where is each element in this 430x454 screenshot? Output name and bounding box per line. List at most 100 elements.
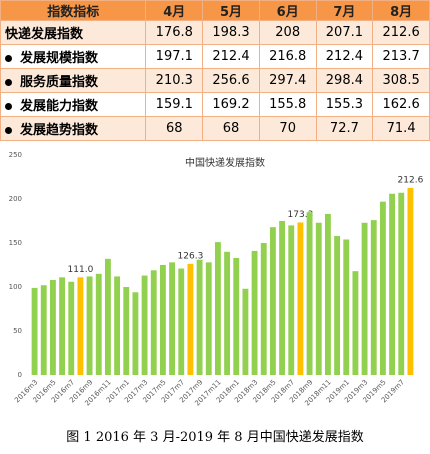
header-row: 指数指标 4月 5月 6月 7月 8月: [0, 0, 430, 21]
cell: 308.5: [372, 68, 430, 93]
bar: [389, 193, 396, 375]
table-row: 快递发展指数 176.8 198.3 208 207.1 212.6: [0, 20, 430, 45]
bar: [205, 262, 212, 375]
cell: 176.8: [145, 20, 204, 45]
bullet: [5, 55, 12, 62]
cell: 208: [258, 20, 317, 45]
header-cell: 5月: [202, 0, 260, 21]
y-tick-label: 0: [18, 371, 22, 379]
y-tick-label: 250: [9, 151, 22, 159]
bar: [224, 251, 231, 375]
bullet: [5, 79, 12, 86]
chart-title: 中国快递发展指数: [185, 156, 265, 169]
bar: [77, 277, 84, 375]
table-row: 发展趋势指数 68 68 70 72.7 71.4: [0, 116, 430, 141]
bar: [315, 222, 322, 375]
cell: 207.1: [315, 20, 374, 45]
bar: [59, 277, 66, 375]
bar: [196, 259, 203, 375]
bar: [370, 220, 377, 375]
bar: [123, 287, 130, 375]
data-label: 126.3: [178, 251, 204, 261]
cell: 256.6: [202, 68, 260, 93]
bar: [242, 288, 249, 375]
row-label: 发展趋势指数: [0, 116, 147, 141]
cell: 70: [258, 116, 317, 141]
cell: 297.4: [258, 68, 317, 93]
cell: 155.3: [315, 92, 374, 117]
cell: 68: [145, 116, 204, 141]
bar: [297, 222, 304, 375]
row-label-text: 发展趋势指数: [20, 123, 99, 138]
bar: [398, 192, 405, 375]
header-cell: 指数指标: [0, 0, 147, 21]
bar: [269, 227, 276, 375]
header-cell: 6月: [258, 0, 317, 21]
cell: 212.4: [315, 44, 374, 69]
cell: 197.1: [145, 44, 204, 69]
cell: 155.8: [258, 92, 317, 117]
header-cell: 7月: [315, 0, 374, 21]
bar: [114, 276, 121, 375]
cell: 72.7: [315, 116, 374, 141]
bar: [407, 187, 414, 375]
row-label: 发展能力指数: [0, 92, 147, 117]
row-label: 发展规模指数: [0, 44, 147, 69]
cell: 210.3: [145, 68, 204, 93]
cell: 212.6: [372, 20, 430, 45]
bar: [132, 292, 139, 375]
table-row: 发展能力指数 159.1 169.2 155.8 155.3 162.6: [0, 92, 430, 117]
cell: 198.3: [202, 20, 260, 45]
bar: [141, 275, 148, 375]
cell: 298.4: [315, 68, 374, 93]
caption: 图 1 2016 年 3 月-2019 年 8 月中国快递发展指数: [66, 430, 364, 445]
cell: 162.6: [372, 92, 430, 117]
bar: [187, 263, 194, 375]
bar: [31, 287, 38, 375]
bar: [379, 201, 386, 375]
cell: 159.1: [145, 92, 204, 117]
y-tick-label: 50: [13, 327, 22, 335]
cell: 216.8: [258, 44, 317, 69]
row-label-text: 服务质量指数: [20, 75, 99, 90]
bar: [214, 242, 221, 375]
bar: [324, 213, 331, 375]
y-tick-label: 100: [9, 283, 22, 291]
row-label-text: 发展能力指数: [20, 99, 99, 114]
bar: [251, 250, 258, 375]
row-label-text: 快递发展指数: [5, 27, 84, 42]
chart: 中国快递发展指数 0501001502002502016m32016m52016…: [9, 151, 424, 408]
table-row: 服务质量指数 210.3 256.6 297.4 298.4 308.5: [0, 68, 430, 93]
header-cell: 4月: [145, 0, 204, 21]
index-table: 指数指标 4月 5月 6月 7月 8月 快递发展指数 176.8 198.3 208 207.1 21…: [0, 0, 430, 141]
row-label-text: 发展规模指数: [20, 51, 99, 66]
bar: [40, 285, 47, 375]
bar: [169, 262, 176, 375]
row-label: 服务质量指数: [0, 68, 147, 93]
cell: 71.4: [372, 116, 430, 141]
bar: [306, 212, 313, 375]
y-tick-label: 150: [9, 239, 22, 247]
y-tick-label: 200: [9, 195, 22, 203]
bullet: [5, 127, 12, 134]
bar: [68, 281, 75, 375]
cell: 213.7: [372, 44, 430, 69]
bar: [279, 221, 286, 375]
bar: [104, 258, 111, 375]
bar: [86, 276, 93, 375]
bar: [288, 225, 295, 375]
bar: [159, 265, 166, 375]
data-label: 111.0: [68, 265, 94, 275]
bullet: [5, 103, 12, 110]
bar: [352, 271, 359, 375]
bar: [150, 270, 157, 375]
bar: [233, 257, 240, 375]
bar: [49, 279, 56, 375]
data-label: 212.6: [398, 175, 424, 185]
bar: [260, 243, 267, 375]
data-label: 173.3: [288, 210, 314, 220]
bar: [361, 222, 368, 375]
bar: [95, 273, 102, 375]
cell: 169.2: [202, 92, 260, 117]
